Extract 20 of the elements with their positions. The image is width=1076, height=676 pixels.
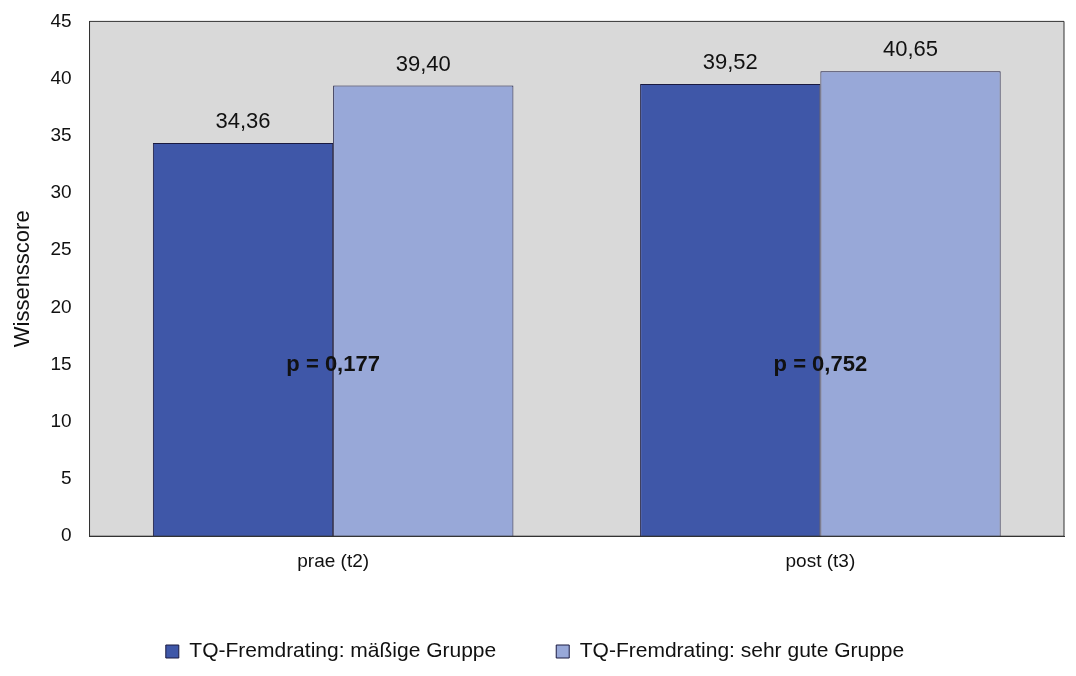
x-tick-label: post (t3) [785, 549, 856, 571]
y-tick-label: 0 [60, 524, 72, 546]
y-tick-label: 45 [50, 9, 72, 31]
y-tick-label: 5 [60, 467, 72, 489]
y-tick-label: 30 [50, 181, 72, 203]
data-label: 39,52 [702, 49, 758, 75]
y-tick-label: 15 [50, 352, 72, 374]
legend-label: TQ-Fremdrating: mäßige Gruppe [189, 638, 497, 662]
y-tick-label: 35 [50, 124, 72, 146]
legend-label: TQ-Fremdrating: sehr gute Gruppe [579, 638, 905, 662]
y-tick-label: 40 [50, 66, 72, 88]
y-tick-label: 20 [50, 295, 72, 317]
x-tick-label: prae (t2) [297, 549, 370, 571]
data-label: 39,40 [395, 50, 451, 76]
data-label: 34,36 [215, 108, 271, 134]
y-tick-label: 25 [50, 238, 72, 260]
y-axis-title: Wissensscore [9, 210, 35, 348]
y-tick-label: 10 [50, 410, 72, 432]
data-label: 40,65 [882, 36, 939, 62]
annotation: p = 0,752 [773, 350, 868, 376]
